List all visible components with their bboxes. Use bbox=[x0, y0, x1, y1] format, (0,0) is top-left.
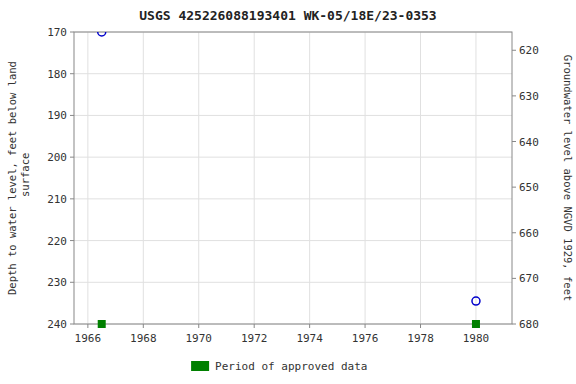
x-tick bbox=[254, 324, 255, 328]
x-tick-label: 1976 bbox=[352, 332, 379, 345]
y-tick-label: 220 bbox=[47, 235, 67, 248]
y2-tick bbox=[512, 278, 516, 279]
y2-tick-label: 640 bbox=[519, 136, 539, 149]
chart-container: 1966 1968 1970 1972 1974 1976 1978 1980 170 180 19… bbox=[0, 0, 576, 384]
plot-background bbox=[74, 32, 512, 324]
x-tick bbox=[309, 324, 310, 328]
x-tick-label: 1966 bbox=[75, 332, 102, 345]
y-tick-label: 190 bbox=[47, 109, 67, 122]
y-tick bbox=[70, 198, 74, 199]
legend-swatch bbox=[191, 361, 209, 371]
grid-line-y bbox=[74, 115, 512, 116]
grid bbox=[74, 32, 512, 324]
y2-tick-label: 650 bbox=[519, 181, 539, 194]
y2-tick bbox=[512, 232, 516, 233]
grid-line-x bbox=[143, 32, 144, 324]
y-tick-label: 240 bbox=[47, 318, 67, 331]
y-axis-label-line: surface bbox=[19, 153, 31, 204]
plot-area bbox=[98, 32, 480, 305]
x-tick-label: 1974 bbox=[296, 332, 323, 345]
y2-tick-label: 660 bbox=[519, 227, 539, 240]
x-tick bbox=[198, 324, 199, 328]
y-tick-label: 210 bbox=[47, 193, 67, 206]
y-tick-label: 200 bbox=[47, 151, 67, 164]
y-tick bbox=[70, 157, 74, 158]
square-marker bbox=[98, 320, 106, 328]
y2-tick bbox=[512, 187, 516, 188]
x-axis: 1966 1968 1970 1972 1974 1976 1978 1980 bbox=[75, 324, 490, 345]
legend-label: Period of approved data bbox=[215, 360, 367, 373]
y2-tick-label: 680 bbox=[519, 318, 539, 331]
grid-line-y bbox=[74, 282, 512, 283]
grid-line-y bbox=[74, 198, 512, 199]
y-tick bbox=[70, 324, 74, 325]
y-tick bbox=[70, 282, 74, 283]
y2-axis-label: Groundwater level above NGVD 1929, feet bbox=[562, 55, 574, 302]
x-tick-label: 1978 bbox=[407, 332, 434, 345]
x-tick-label: 1970 bbox=[185, 332, 212, 345]
x-tick bbox=[365, 324, 366, 328]
grid-line-x bbox=[198, 32, 199, 324]
y2-tick bbox=[512, 95, 516, 96]
y2-tick bbox=[512, 324, 516, 325]
point bbox=[98, 32, 106, 36]
point bbox=[472, 297, 480, 305]
grid-line-x bbox=[87, 32, 88, 324]
x-tick bbox=[420, 324, 421, 328]
y2-axis: 680 670 660 650 640 630 620 bbox=[512, 44, 539, 331]
y-tick-label: 170 bbox=[47, 26, 67, 39]
chart-svg: 1966 1968 1970 1972 1974 1976 1978 1980 170 180 19… bbox=[0, 0, 576, 384]
y-axis-label-line: Depth to water level, feet below land bbox=[6, 61, 18, 295]
y-tick-label: 180 bbox=[47, 68, 67, 81]
y2-tick bbox=[512, 50, 516, 51]
y2-tick-label: 620 bbox=[519, 44, 539, 57]
grid-line-y bbox=[74, 73, 512, 74]
grid-line-y bbox=[74, 240, 512, 241]
grid-line-x bbox=[254, 32, 255, 324]
square-marker bbox=[472, 320, 480, 328]
y-tick-label: 230 bbox=[47, 276, 67, 289]
y2-tick-label: 670 bbox=[519, 272, 539, 285]
grid-line-x bbox=[365, 32, 366, 324]
grid-line-x bbox=[309, 32, 310, 324]
x-tick-label: 1972 bbox=[241, 332, 268, 345]
y-tick bbox=[70, 73, 74, 74]
y-axis-label: Depth to water level, feet below land su… bbox=[6, 61, 31, 295]
grid-line-x bbox=[475, 32, 476, 324]
axis-markers bbox=[98, 320, 480, 328]
x-tick bbox=[87, 324, 88, 328]
legend: Period of approved data bbox=[191, 360, 367, 373]
chart-title: USGS 425226088193401 WK-05/18E/23-0353 bbox=[139, 8, 436, 23]
y2-tick-label: 630 bbox=[519, 90, 539, 103]
plot-frame bbox=[74, 32, 512, 324]
x-tick-label: 1980 bbox=[463, 332, 490, 345]
y-tick bbox=[70, 32, 74, 33]
grid-line-x bbox=[420, 32, 421, 324]
x-tick-label: 1968 bbox=[130, 332, 157, 345]
y2-tick bbox=[512, 141, 516, 142]
y-axis: 170 180 190 200 210 220 230 240 bbox=[47, 26, 74, 331]
grid-line-y bbox=[74, 157, 512, 158]
x-tick bbox=[143, 324, 144, 328]
y-tick bbox=[70, 115, 74, 116]
y-tick bbox=[70, 240, 74, 241]
